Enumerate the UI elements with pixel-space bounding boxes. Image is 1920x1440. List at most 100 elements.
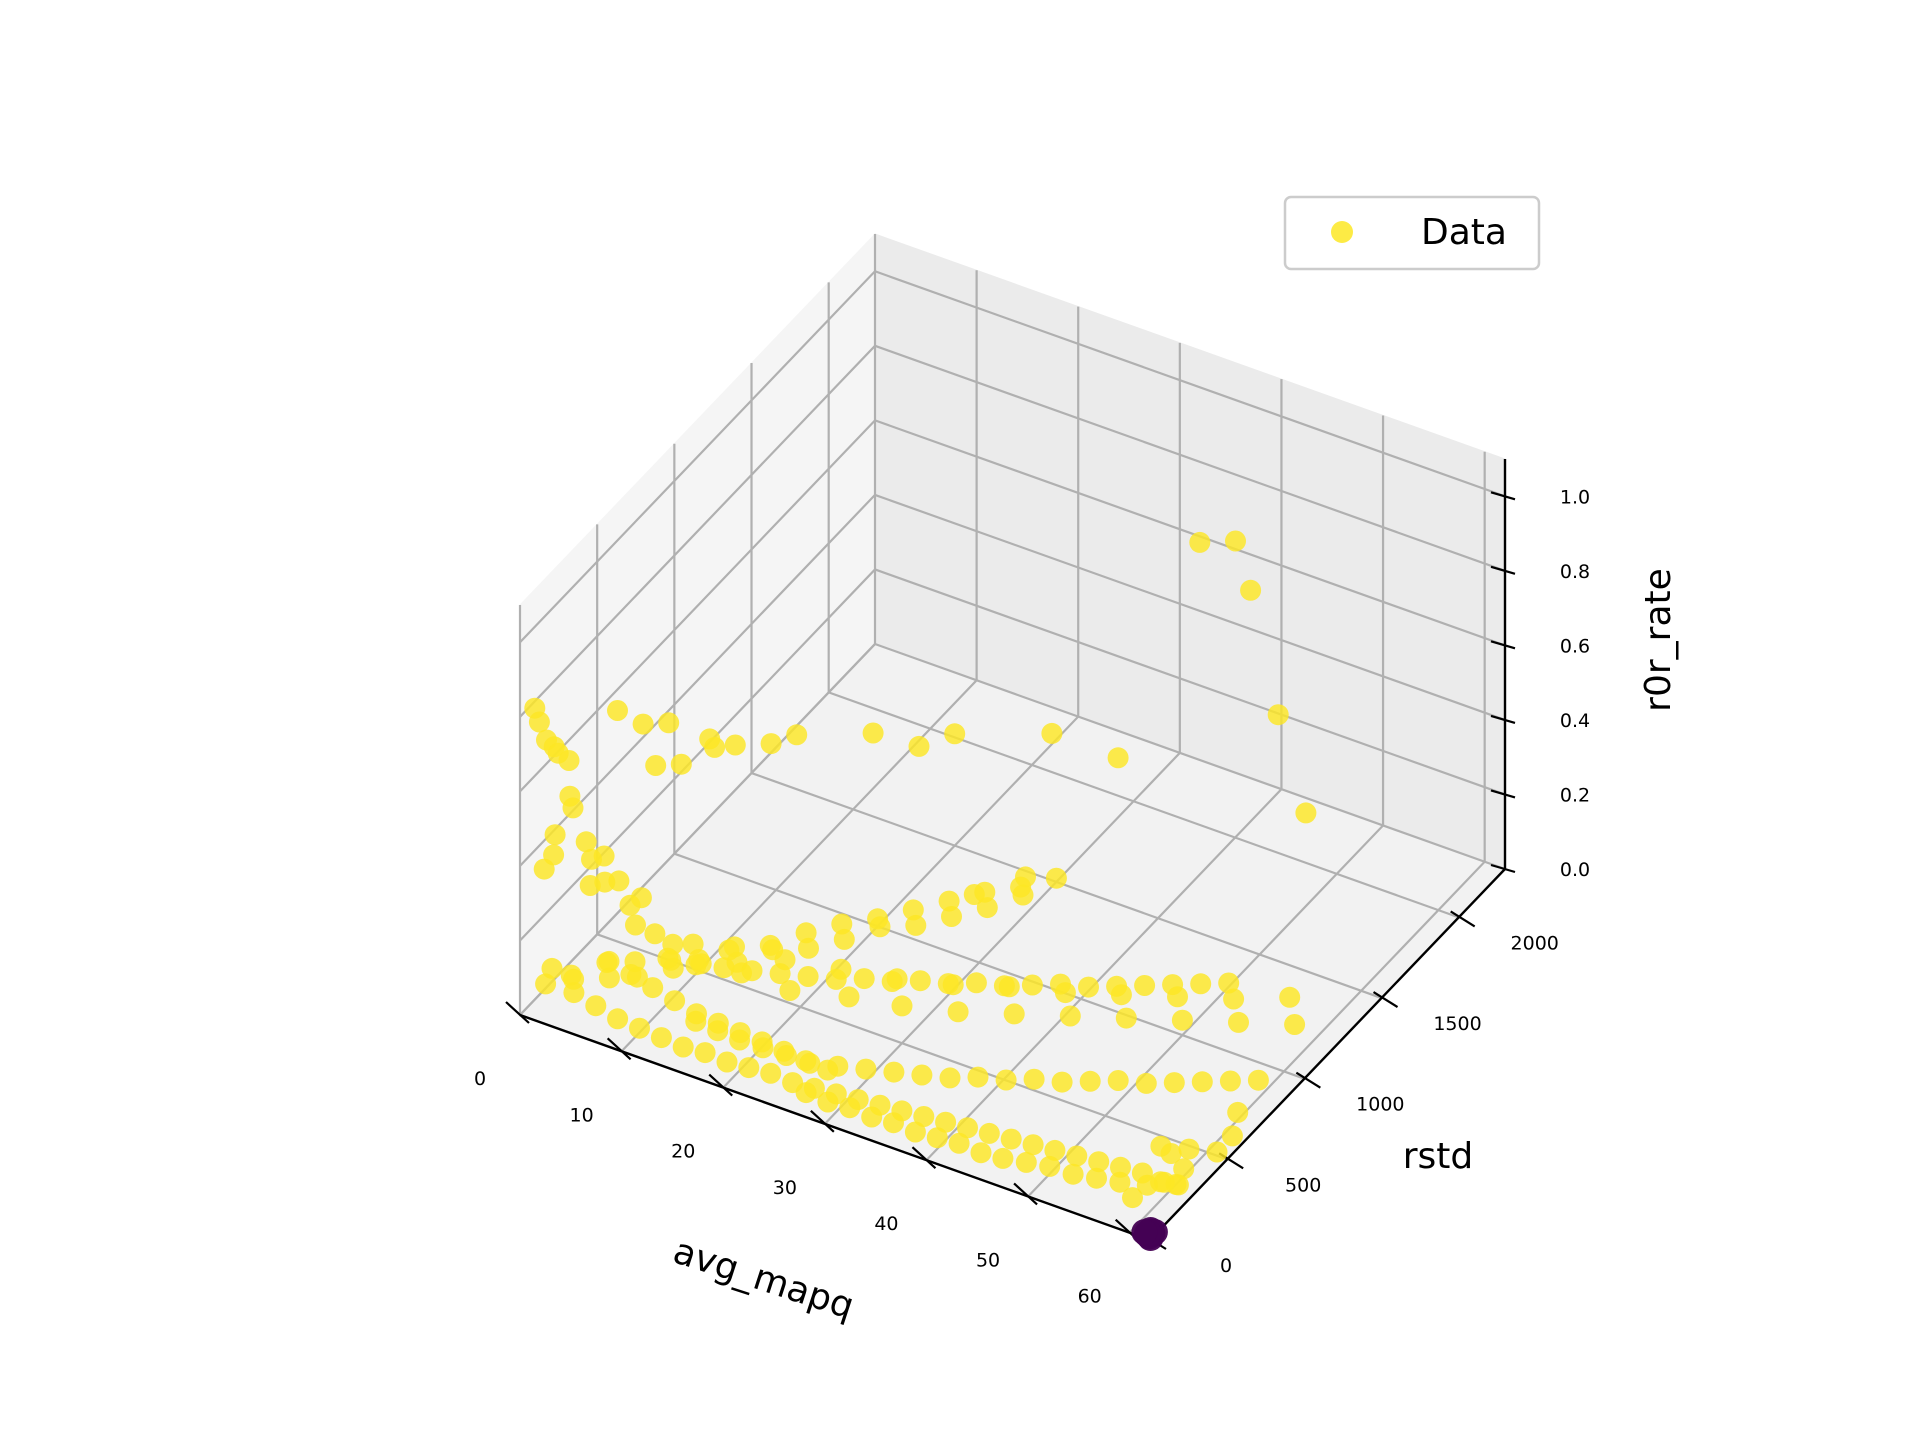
data-point xyxy=(1225,530,1246,552)
data-point xyxy=(1109,1171,1131,1193)
data-point xyxy=(944,723,966,745)
y-tick-label: 500 xyxy=(1285,1174,1321,1196)
data-point xyxy=(1206,1141,1228,1163)
z-tick xyxy=(1490,565,1516,575)
data-point xyxy=(1218,972,1240,994)
data-point xyxy=(650,1027,672,1049)
data-point xyxy=(938,890,960,912)
data-point xyxy=(993,975,1015,997)
data-point xyxy=(939,1067,961,1089)
data-point xyxy=(995,1069,1017,1091)
data-point xyxy=(948,1132,970,1154)
z-axis-label: r0r_rate xyxy=(1638,568,1679,712)
data-point xyxy=(967,1066,989,1088)
y-tick-label: 1000 xyxy=(1356,1094,1404,1116)
data-point xyxy=(883,1061,905,1083)
data-point xyxy=(1023,1068,1045,1090)
data-point xyxy=(686,1003,707,1025)
x-axis-label: avg_mapq xyxy=(668,1231,859,1328)
data-point xyxy=(909,970,931,992)
data-point xyxy=(1178,1138,1200,1160)
data-point xyxy=(861,1106,883,1128)
y-tick xyxy=(1450,910,1476,928)
data-point xyxy=(1223,988,1245,1010)
z-gridline xyxy=(519,493,1506,867)
data-point xyxy=(926,1127,948,1149)
data-point xyxy=(853,968,875,990)
z-tick xyxy=(1490,714,1516,724)
data-point xyxy=(543,844,565,866)
data-point xyxy=(817,1059,839,1081)
data-point xyxy=(607,700,628,721)
data-point xyxy=(902,899,924,921)
data-point xyxy=(1267,704,1289,726)
data-point xyxy=(579,875,601,896)
data-point xyxy=(1079,1070,1101,1092)
data-point xyxy=(1162,974,1184,996)
data-point xyxy=(976,897,998,919)
data-point xyxy=(779,980,801,1001)
data-point xyxy=(798,937,819,959)
x-tick xyxy=(1013,1182,1038,1206)
data-point xyxy=(817,1091,839,1113)
data-point xyxy=(1107,1070,1129,1091)
data-point xyxy=(598,950,620,972)
data-point xyxy=(760,733,782,755)
data-point xyxy=(1135,1072,1157,1094)
y-axis-line xyxy=(1149,868,1506,1241)
data-point xyxy=(558,750,580,771)
data-point xyxy=(1134,975,1156,996)
z-tick xyxy=(1490,863,1516,874)
data-point xyxy=(625,914,646,936)
data-point xyxy=(1227,1101,1249,1123)
legend-marker-data xyxy=(1331,221,1353,243)
data-point xyxy=(1045,867,1067,889)
data-point xyxy=(935,1111,957,1133)
data-point xyxy=(957,1117,978,1139)
data-point xyxy=(797,966,819,987)
x-tick xyxy=(505,1001,530,1024)
data-point xyxy=(1015,1151,1037,1173)
data-point xyxy=(685,954,707,976)
data-point xyxy=(1191,1071,1213,1093)
tick-marks xyxy=(505,491,1516,1250)
data-point xyxy=(724,734,746,756)
z-gridline xyxy=(519,344,1506,718)
tick-labels: 0 10 20 30 40 50 60 0 500 1000 1500 2000 0.0 0.2 0.4 0.… xyxy=(474,486,1590,1307)
data-point xyxy=(724,936,745,958)
z-tick xyxy=(1490,789,1516,799)
data-point xyxy=(1022,1134,1044,1156)
data-point xyxy=(908,735,930,757)
data-point xyxy=(716,1051,738,1073)
data-point xyxy=(970,1142,992,1164)
data-point xyxy=(1190,973,1212,995)
x-tick-label: 30 xyxy=(773,1177,797,1199)
data-point xyxy=(1106,975,1128,997)
z-gridline xyxy=(519,568,1506,942)
data-point xyxy=(751,1031,773,1053)
data-point xyxy=(629,1017,650,1039)
x-tick-label: 40 xyxy=(874,1213,898,1235)
data-point xyxy=(941,906,962,927)
data-point xyxy=(838,986,860,1008)
data-point xyxy=(729,1022,751,1044)
z-tick xyxy=(1490,491,1516,501)
data-point xyxy=(644,923,666,945)
data-point xyxy=(544,824,566,846)
data-point xyxy=(833,928,855,950)
z-tick xyxy=(1490,640,1516,650)
data-point xyxy=(891,995,913,1017)
y-axis-label: rstd xyxy=(1403,1136,1474,1177)
data-point xyxy=(1086,1167,1107,1189)
data-point xyxy=(1003,1003,1025,1025)
data-point xyxy=(992,1147,1014,1169)
data-point xyxy=(1240,579,1262,601)
data-point xyxy=(978,1122,1000,1144)
y-tick-label: 0 xyxy=(1220,1255,1232,1277)
data-point xyxy=(581,848,602,870)
legend: Data xyxy=(1283,195,1541,271)
y-tick-label: 2000 xyxy=(1511,932,1559,954)
data-point xyxy=(658,712,680,734)
data-point xyxy=(855,1058,877,1080)
